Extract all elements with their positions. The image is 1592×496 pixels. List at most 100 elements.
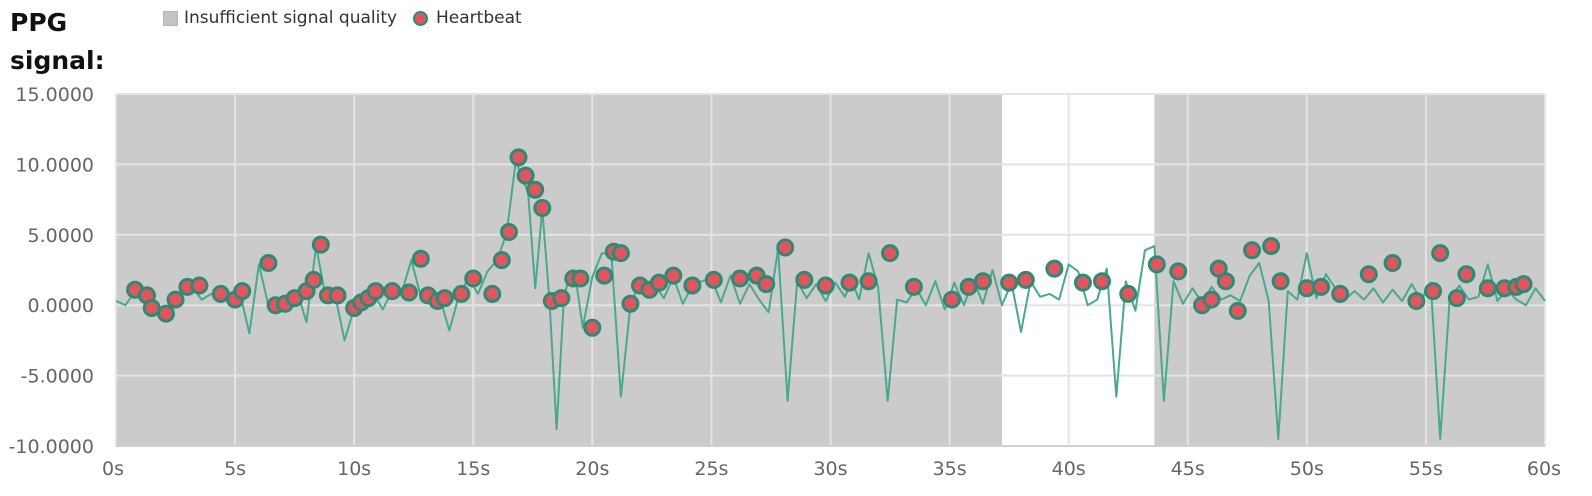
heartbeat-marker <box>1216 272 1235 291</box>
heartbeat-marker <box>621 294 640 313</box>
x-tick-label: 45s <box>1171 458 1205 480</box>
heartbeat-marker <box>1202 290 1221 309</box>
heartbeat-marker <box>1297 279 1316 298</box>
heartbeat-marker <box>1271 272 1290 291</box>
x-axis: 0s 5s 10s 15s 20s 25s 30s 35s 40s 45s 50s 55s 60s <box>102 458 1561 480</box>
heartbeat-marker <box>583 318 602 337</box>
legend-item-heartbeat[interactable]: Heartbeat <box>413 8 522 28</box>
heartbeat-marker <box>233 282 252 301</box>
heartbeat-marker <box>683 276 702 295</box>
heartbeat-marker <box>190 276 209 295</box>
y-tick-label: 0.0000 <box>28 295 94 317</box>
x-tick-label: 60s <box>1527 458 1561 480</box>
heartbeat-marker <box>859 272 878 291</box>
x-tick-label: 15s <box>456 458 490 480</box>
legend-item-insufficient-quality[interactable]: Insufficient signal quality <box>163 8 397 28</box>
heartbeat-marker <box>611 244 630 263</box>
heartbeat-marker <box>571 269 590 288</box>
x-tick-label: 50s <box>1290 458 1324 480</box>
heartbeat-markers <box>126 148 1533 337</box>
heartbeat-marker <box>526 180 545 199</box>
x-tick-label: 5s <box>224 458 246 480</box>
heartbeat-marker <box>304 270 323 289</box>
heartbeat-marker <box>942 290 961 309</box>
heartbeat-marker <box>435 289 454 308</box>
heartbeat-marker <box>499 222 518 241</box>
heartbeat-marker <box>1228 301 1247 320</box>
heartbeat-marker <box>840 273 859 292</box>
heartbeat-dot-icon <box>413 10 428 26</box>
heartbeat-marker <box>1514 275 1533 294</box>
chart-title: PPG signal: <box>10 8 105 75</box>
heartbeat-marker <box>704 270 723 289</box>
heartbeat-marker <box>1424 282 1443 301</box>
heartbeat-marker <box>311 235 330 254</box>
heartbeat-marker <box>1447 289 1466 308</box>
heartbeat-marker <box>1000 273 1019 292</box>
heartbeat-marker <box>1407 291 1426 310</box>
heartbeat-marker <box>881 244 900 263</box>
heartbeat-marker <box>1262 237 1281 256</box>
good-quality-region <box>1001 94 1155 446</box>
heartbeat-marker <box>1312 277 1331 296</box>
heartbeat-marker <box>211 284 230 303</box>
x-tick-label: 55s <box>1409 458 1443 480</box>
y-tick-label: 15.0000 <box>15 84 94 106</box>
legend-label-heartbeat: Heartbeat <box>436 8 522 28</box>
heartbeat-marker <box>1478 279 1497 298</box>
heartbeat-marker <box>399 283 418 302</box>
heartbeat-marker <box>904 277 923 296</box>
heartbeat-marker <box>595 266 614 285</box>
heartbeat-marker <box>259 253 278 272</box>
heartbeat-marker <box>664 266 683 285</box>
heartbeat-marker <box>1243 241 1262 260</box>
heartbeat-marker <box>1331 284 1350 303</box>
heartbeat-marker <box>1073 273 1092 292</box>
heartbeat-marker <box>492 251 511 270</box>
heartbeat-marker <box>650 273 669 292</box>
y-tick-label: 5.0000 <box>28 225 94 247</box>
heartbeat-marker <box>366 282 385 301</box>
heartbeat-marker <box>533 199 552 218</box>
heartbeat-marker <box>730 269 749 288</box>
heartbeat-marker <box>411 249 430 268</box>
heartbeat-marker <box>1169 262 1188 281</box>
gray-square-icon <box>163 10 178 26</box>
heartbeat-marker <box>1016 270 1035 289</box>
heartbeat-marker <box>816 276 835 295</box>
x-tick-label: 30s <box>813 458 847 480</box>
heartbeat-marker <box>464 269 483 288</box>
y-tick-label: 10.0000 <box>15 154 94 176</box>
legend-label-insufficient-quality: Insufficient signal quality <box>184 8 398 28</box>
heartbeat-marker <box>328 286 347 305</box>
heartbeat-marker <box>1457 265 1476 284</box>
heartbeat-marker <box>552 289 571 308</box>
heartbeat-marker <box>959 277 978 296</box>
heartbeat-marker <box>776 238 795 257</box>
x-tick-label: 40s <box>1052 458 1086 480</box>
heartbeat-marker <box>1093 272 1112 291</box>
x-tick-label: 20s <box>575 458 609 480</box>
y-tick-label: -5.0000 <box>21 366 94 388</box>
x-tick-label: 25s <box>694 458 728 480</box>
x-tick-label: 35s <box>933 458 967 480</box>
heartbeat-marker <box>1431 244 1450 263</box>
heartbeat-marker <box>1359 265 1378 284</box>
heartbeat-marker <box>166 290 185 309</box>
x-tick-label: 0s <box>102 458 124 480</box>
heartbeat-marker <box>795 270 814 289</box>
heartbeat-marker <box>973 272 992 291</box>
heartbeat-marker <box>157 304 176 323</box>
heartbeat-marker <box>1383 253 1402 272</box>
heartbeat-marker <box>509 148 528 167</box>
heartbeat-marker <box>1147 255 1166 274</box>
heartbeat-marker <box>1119 284 1138 303</box>
heartbeat-marker <box>142 299 161 318</box>
heartbeat-marker <box>516 166 535 185</box>
y-tick-label: -10.0000 <box>9 436 94 458</box>
heartbeat-marker <box>383 282 402 301</box>
heartbeat-marker <box>483 284 502 303</box>
x-tick-label: 10s <box>337 458 371 480</box>
y-axis: 15.0000 10.0000 5.0000 0.0000 -5.0000 -10.000… <box>9 84 94 458</box>
